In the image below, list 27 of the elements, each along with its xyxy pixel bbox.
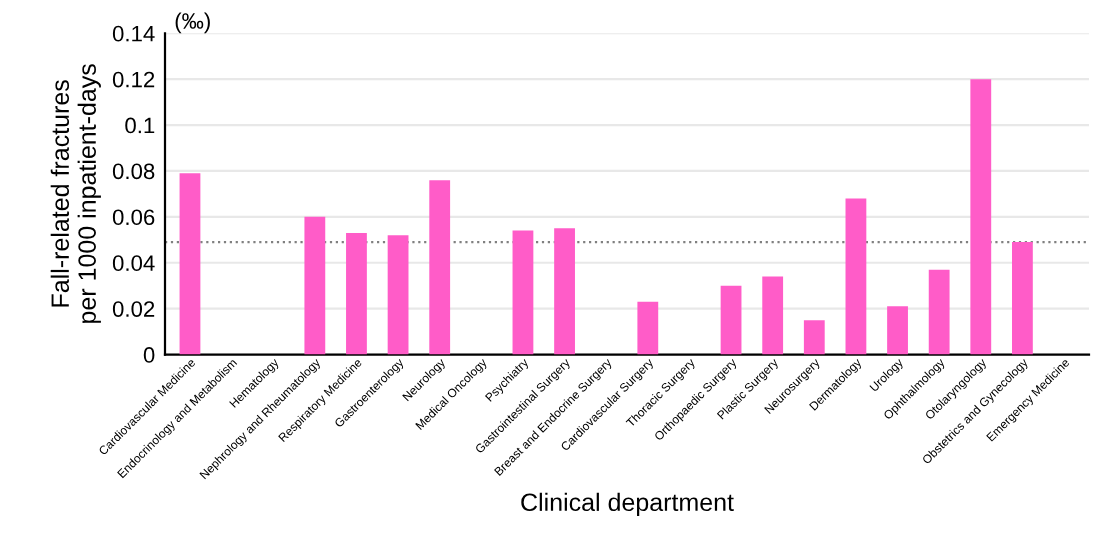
bar <box>512 230 534 355</box>
bar <box>429 180 451 355</box>
text: (‰) <box>175 12 210 34</box>
bar <box>637 301 659 355</box>
bar <box>304 216 326 355</box>
bar <box>179 173 201 355</box>
bar <box>720 285 742 355</box>
x-axis-title: Clinical department <box>521 492 734 517</box>
bar <box>554 228 575 355</box>
y-tick-label: 0.02 <box>112 301 155 317</box>
bar <box>803 320 825 355</box>
bar <box>887 306 908 355</box>
y-tick-label: 0 <box>143 347 155 363</box>
y-tick-label: 0.04 <box>112 255 155 272</box>
bar <box>762 276 784 355</box>
y-tick-label: 0.08 <box>112 163 155 180</box>
y-tick-label: 0.12 <box>112 71 155 88</box>
bar <box>346 232 367 355</box>
bar <box>845 198 867 355</box>
bar <box>387 235 409 355</box>
y-axis-title: Fall-related fractures per 1000 inpatient-days <box>50 64 101 323</box>
bar <box>970 79 992 355</box>
bar <box>1012 242 1033 355</box>
bar <box>928 269 950 355</box>
y-tick-label: 0.14 <box>112 25 155 42</box>
y-tick-label: 0.06 <box>112 209 155 226</box>
y-tick-label: 0.1 <box>125 117 155 134</box>
